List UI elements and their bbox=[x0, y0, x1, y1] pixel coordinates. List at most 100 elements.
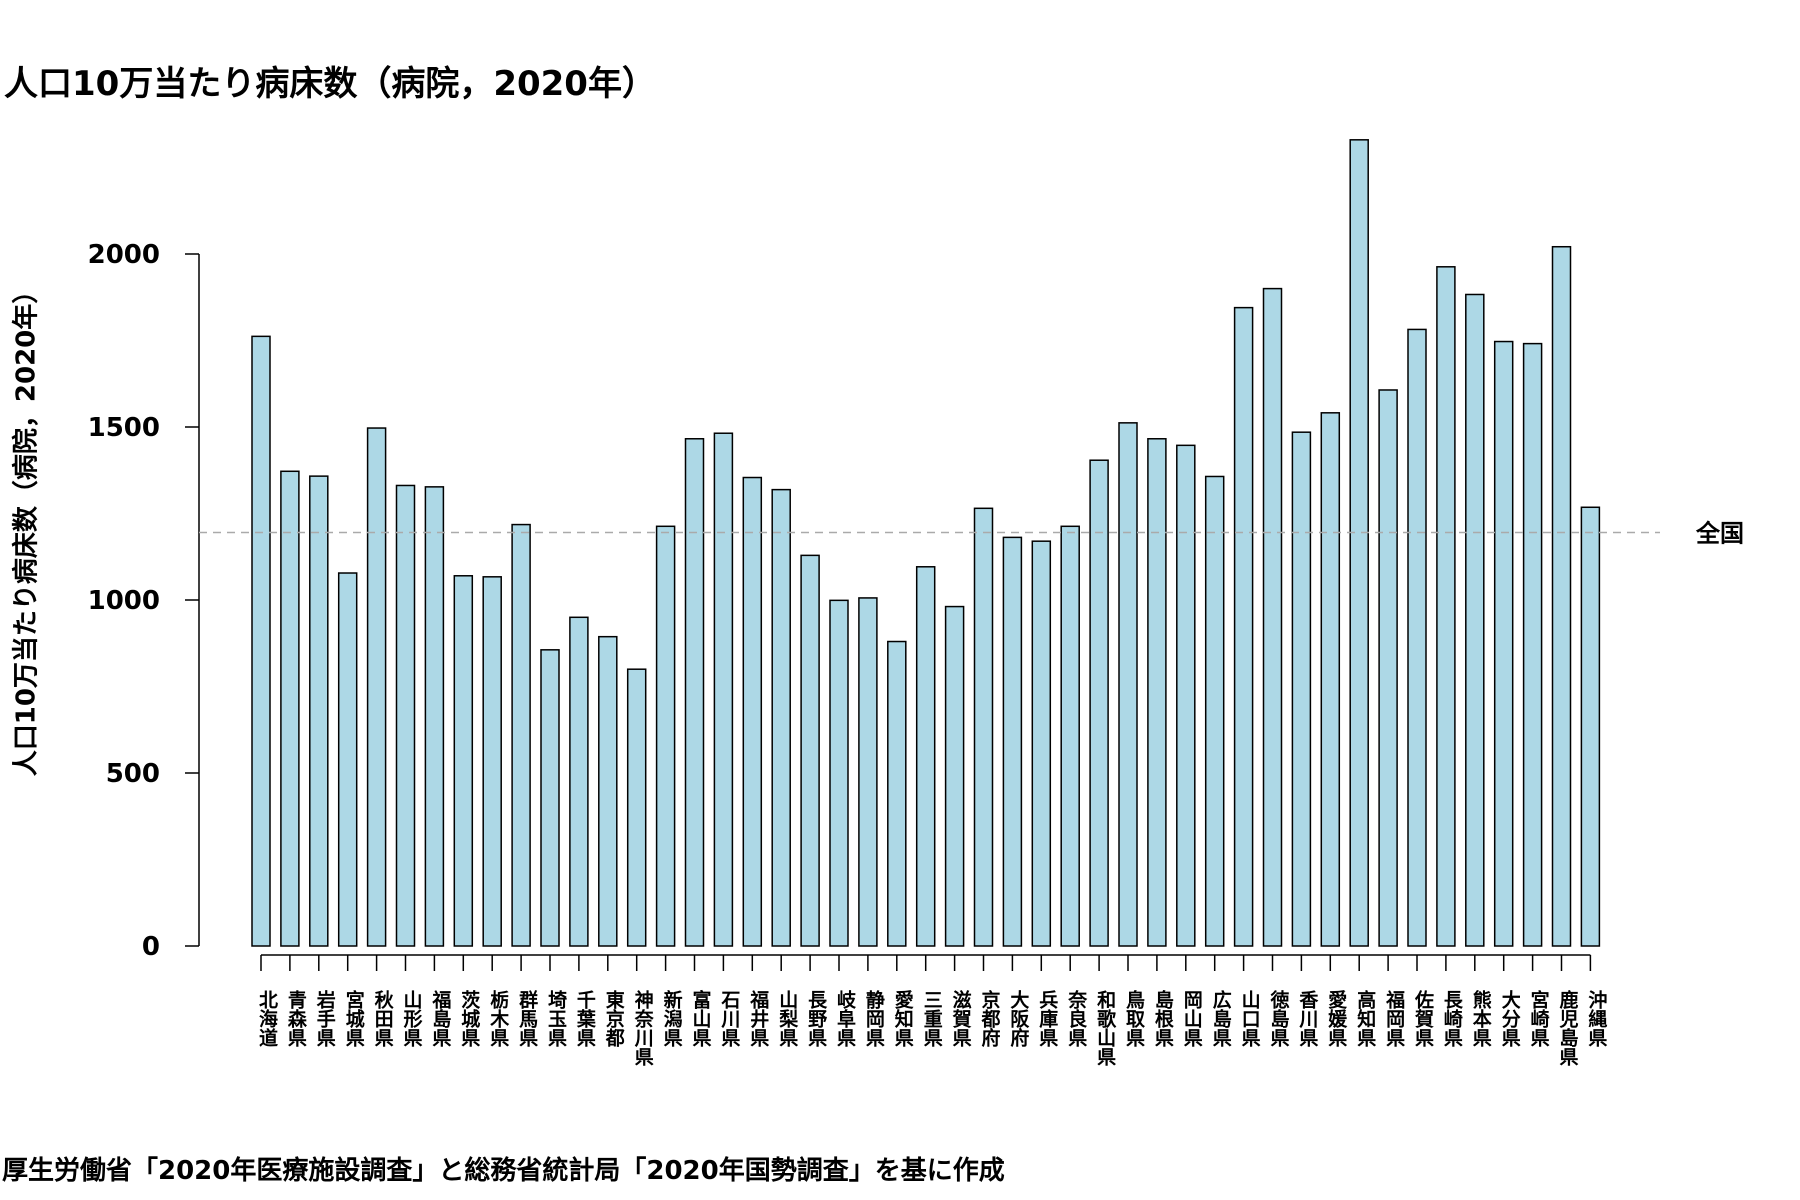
reference-line-label: 全国 bbox=[1695, 520, 1744, 548]
bar-山口県 bbox=[1233, 306, 1254, 947]
x-tick-label: 大阪府 bbox=[1007, 989, 1029, 1048]
x-tick-label: 三重県 bbox=[921, 990, 943, 1048]
bar-北海道 bbox=[251, 335, 271, 947]
x-tick-label: 沖縄県 bbox=[1585, 989, 1607, 1048]
x-tick-label: 神奈川県 bbox=[632, 989, 655, 1067]
bar-長野県 bbox=[800, 554, 820, 947]
y-axis: 0 500 1000 1500 2000 bbox=[88, 240, 200, 962]
y-tick-label: 1500 bbox=[88, 413, 160, 443]
x-tick-label: 東京都 bbox=[603, 989, 626, 1047]
bar-栃木県 bbox=[482, 576, 502, 947]
bar-岐阜県 bbox=[829, 599, 849, 947]
x-tick-label: 福井県 bbox=[747, 989, 770, 1048]
x-tick-label: 岡山県 bbox=[1181, 990, 1203, 1048]
bar-和歌山県 bbox=[1089, 459, 1109, 947]
bar-愛知県 bbox=[887, 640, 907, 947]
bar-長崎県 bbox=[1436, 266, 1456, 947]
x-tick-label: 岐阜県 bbox=[834, 990, 856, 1048]
bar-熊本県 bbox=[1465, 293, 1485, 947]
bar-静岡県 bbox=[858, 597, 878, 947]
x-tick-label: 富山県 bbox=[690, 989, 712, 1048]
x-tick-label: 北海道 bbox=[256, 990, 278, 1048]
bar-島根県 bbox=[1147, 438, 1167, 947]
bar-群馬県 bbox=[511, 523, 531, 947]
x-tick-label: 千葉県 bbox=[574, 990, 597, 1048]
bar-東京都 bbox=[598, 635, 618, 947]
x-tick-label: 茨城県 bbox=[458, 989, 480, 1048]
bar-大分県 bbox=[1493, 340, 1514, 947]
bar-大阪府 bbox=[1002, 536, 1023, 947]
x-tick-label: 高知県 bbox=[1354, 989, 1376, 1048]
x-tick-label: 兵庫県 bbox=[1036, 990, 1058, 1048]
bar-宮崎県 bbox=[1522, 342, 1543, 947]
bar-秋田県 bbox=[366, 427, 387, 947]
bar-青森県 bbox=[280, 470, 300, 947]
bar-福島県 bbox=[424, 486, 445, 947]
bar-山梨県 bbox=[771, 488, 791, 947]
bar-広島県 bbox=[1204, 475, 1225, 947]
x-tick-label: 鳥取県 bbox=[1123, 989, 1145, 1048]
y-tick-label: 500 bbox=[106, 759, 160, 789]
bar-香川県 bbox=[1291, 431, 1312, 947]
bar-山形県 bbox=[395, 484, 416, 947]
bar-岡山県 bbox=[1176, 444, 1196, 947]
x-tick-label: 熊本県 bbox=[1470, 989, 1492, 1048]
x-tick-label: 秋田県 bbox=[372, 989, 394, 1048]
y-tick-label: 1000 bbox=[88, 586, 160, 616]
chart-title: 人口10万当たり病床数（病院，2020年） bbox=[4, 64, 656, 104]
x-tick-label: 埼玉県 bbox=[545, 989, 567, 1048]
bar-高知県 bbox=[1349, 139, 1369, 947]
x-tick-label: 福島県 bbox=[429, 989, 452, 1048]
x-tick-label: 石川県 bbox=[718, 990, 741, 1048]
x-tick-label: 宮城県 bbox=[343, 989, 365, 1048]
x-axis: 北海道 青森県 岩手県 宮城県 秋田県 山形県 福島県 茨城県 栃木県 群馬県 埼玉県 千葉県 東京都神… bbox=[256, 954, 1607, 1067]
x-tick-label: 長野県 bbox=[805, 990, 827, 1048]
bar-三重県 bbox=[915, 566, 936, 947]
x-tick-label: 徳島県 bbox=[1268, 989, 1291, 1048]
bar-岩手県 bbox=[309, 475, 329, 947]
x-tick-label: 広島県 bbox=[1210, 989, 1232, 1048]
x-tick-label: 滋賀県 bbox=[950, 989, 973, 1048]
x-tick-label: 栃木県 bbox=[487, 989, 510, 1048]
bar-埼玉県 bbox=[540, 649, 560, 947]
x-tick-label: 大分県 bbox=[1499, 989, 1521, 1048]
bar-佐賀県 bbox=[1407, 328, 1427, 947]
x-tick-label: 島根県 bbox=[1152, 989, 1174, 1048]
bar-兵庫県 bbox=[1031, 540, 1052, 947]
x-tick-label: 京都府 bbox=[979, 989, 1002, 1048]
bar-富山県 bbox=[684, 438, 705, 947]
x-tick-label: 新潟県 bbox=[661, 989, 683, 1048]
y-tick-label: 2000 bbox=[88, 240, 160, 270]
bar-徳島県 bbox=[1262, 287, 1283, 947]
bar-滋賀県 bbox=[944, 605, 965, 947]
x-tick-label: 佐賀県 bbox=[1412, 989, 1435, 1048]
bar-新潟県 bbox=[655, 525, 676, 947]
bar-千葉県 bbox=[569, 616, 589, 947]
x-tick-label: 愛媛県 bbox=[1325, 990, 1348, 1048]
bar-石川県 bbox=[713, 432, 734, 947]
bar-宮城県 bbox=[337, 572, 358, 947]
x-tick-label: 香川県 bbox=[1296, 990, 1319, 1048]
bar-奈良県 bbox=[1060, 525, 1080, 947]
bar-鹿児島県 bbox=[1551, 245, 1572, 947]
x-tick-label: 和歌山県 bbox=[1094, 989, 1116, 1067]
bar-沖縄県 bbox=[1580, 506, 1601, 947]
reference-line-group: 全国 bbox=[199, 520, 1744, 548]
x-tick-label: 鹿児島県 bbox=[1557, 989, 1580, 1067]
bars bbox=[251, 139, 1601, 947]
x-tick-label: 宮崎県 bbox=[1528, 989, 1550, 1048]
x-tick-label: 奈良県 bbox=[1065, 989, 1088, 1048]
x-tick-label: 岩手県 bbox=[314, 989, 337, 1048]
y-tick-label: 0 bbox=[142, 932, 160, 962]
bar-鳥取県 bbox=[1118, 422, 1138, 947]
x-tick-label: 群馬県 bbox=[516, 989, 539, 1048]
bar-福井県 bbox=[742, 476, 763, 947]
bar-神奈川県 bbox=[626, 668, 647, 947]
x-tick-label: 山口県 bbox=[1239, 990, 1261, 1048]
bar-茨城県 bbox=[453, 575, 474, 947]
x-tick-label: 静岡県 bbox=[863, 989, 885, 1048]
bar-京都府 bbox=[973, 507, 994, 947]
x-tick-label: 山形県 bbox=[401, 990, 423, 1048]
x-tick-label: 福岡県 bbox=[1383, 989, 1406, 1048]
